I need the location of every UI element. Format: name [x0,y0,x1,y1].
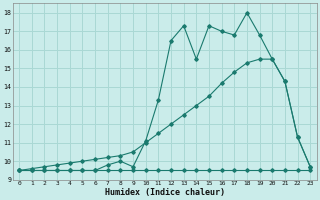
X-axis label: Humidex (Indice chaleur): Humidex (Indice chaleur) [105,188,225,197]
